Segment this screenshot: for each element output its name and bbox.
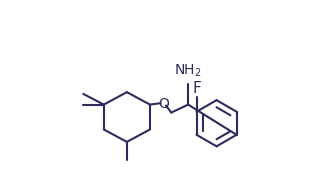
Text: O: O <box>158 97 169 111</box>
Text: NH$_2$: NH$_2$ <box>174 62 202 79</box>
Text: F: F <box>192 81 201 96</box>
